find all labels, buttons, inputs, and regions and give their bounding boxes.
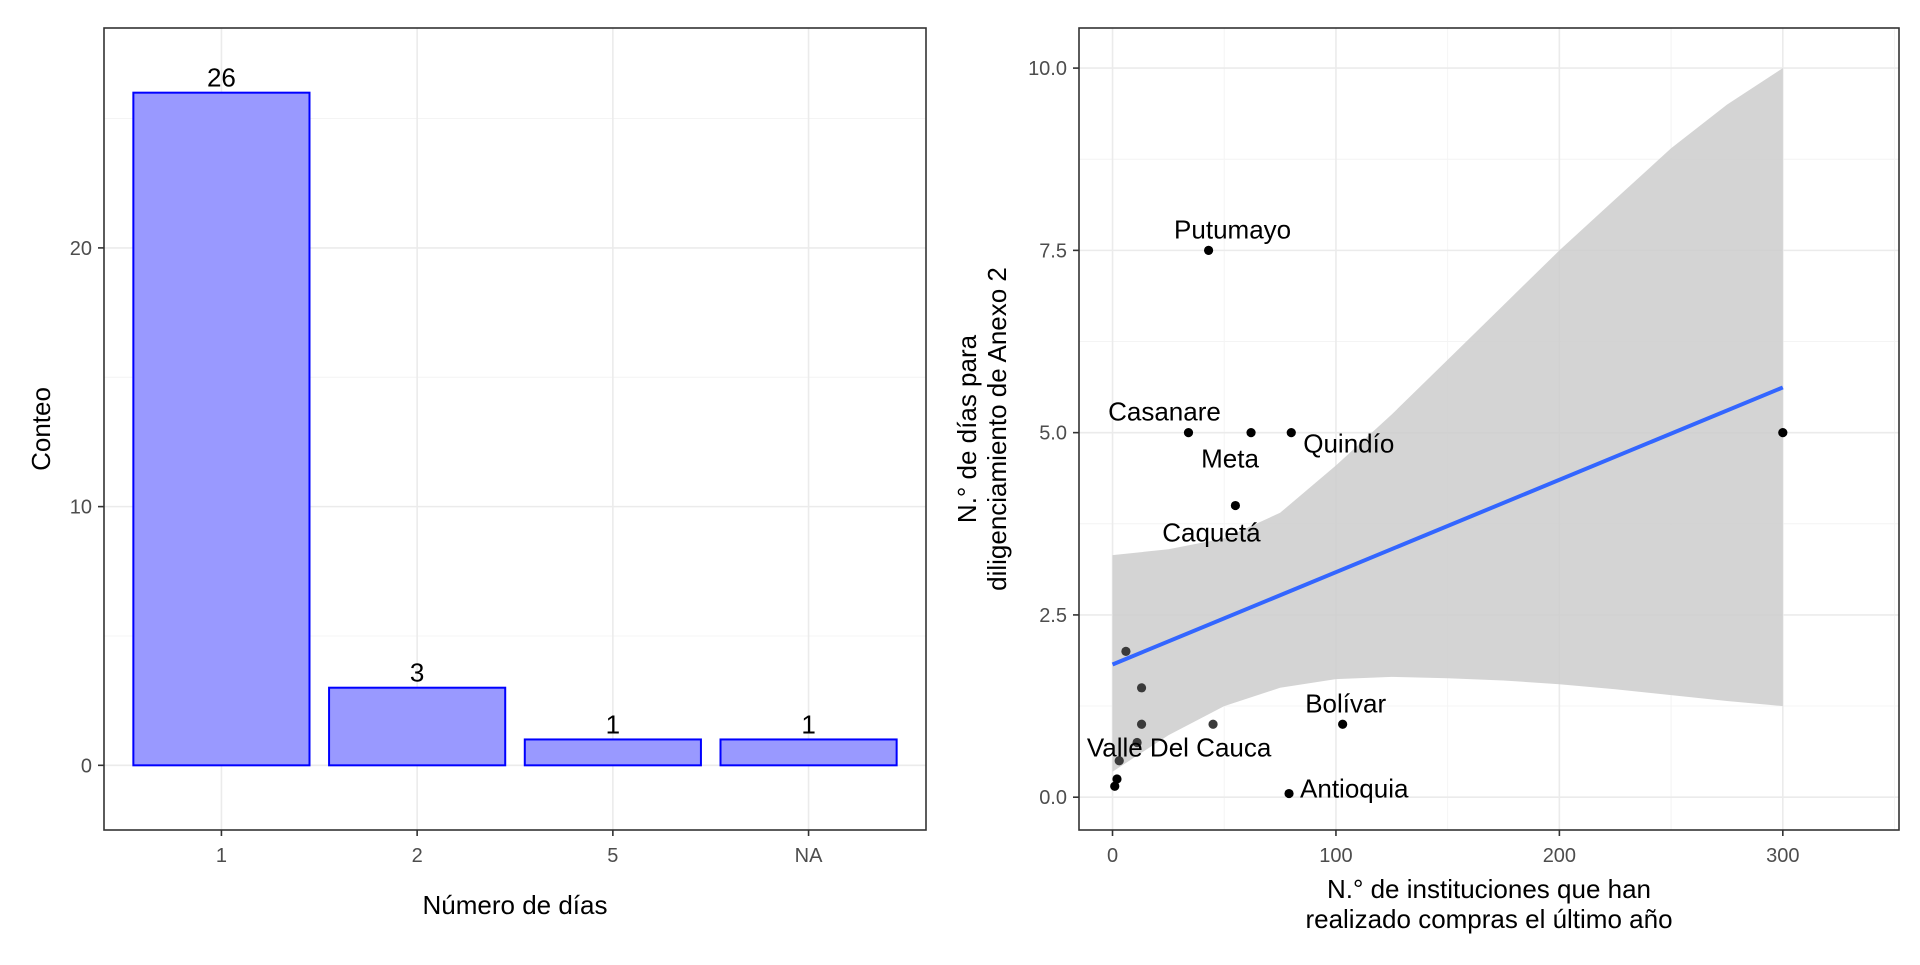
bar-y-axis: 0 10 20 [70,238,104,777]
point-label: Antioquia [1300,774,1409,804]
scatter-y-tick-label: 0.0 [1039,787,1067,809]
scatter-point [1183,428,1194,438]
scatter-point [1110,781,1120,791]
bar-y-tick-label: 10 [70,497,92,519]
bar-1 [132,91,311,767]
scatter-x-axis: 0 100 200 300 [1107,830,1800,867]
bar-chart-panel: 26 3 1 1 0 10 20 1 2 5 NA Número de días Conteo [26,27,927,920]
point-label: Casanare [1108,397,1221,427]
scatter-point [1136,719,1147,729]
scatter-point [1284,788,1294,799]
bar-5 [523,738,702,767]
scatter-points [1110,245,1788,799]
bar-x-tick-label: 5 [607,845,618,867]
scatter-point [1132,737,1142,748]
scatter-y-axis: 0.0 2.5 5.0 7.5 10.0 [1028,58,1079,809]
bar-value-label: 1 [801,709,815,739]
point-label: Caquetá [1162,518,1261,548]
regression-line [1111,385,1784,667]
bar-x-axis: 1 2 5 NA [216,830,823,867]
point-label: Meta [1201,444,1259,474]
point-label: Putumayo [1174,214,1291,244]
scatter-x-axis-title-line2: realizado compras el último año [1305,904,1672,934]
scatter-point [1286,428,1296,438]
scatter-x-axis-title-line1: N.° de instituciones que han [1327,874,1651,904]
scatter-point [1112,774,1122,784]
scatter-y-tick-label: 5.0 [1039,423,1067,445]
scatter-point [1246,428,1256,438]
fit-line [1111,385,1784,667]
bar-NA [719,738,898,767]
scatter-point [1230,500,1241,511]
point-label: Bolívar [1305,688,1386,718]
bar-series [132,91,898,767]
bar-x-tick-label: 2 [412,845,423,867]
bar-value-label: 3 [410,658,424,688]
scatter-point [1203,245,1214,255]
scatter-point [1778,428,1788,438]
scatter-point [1136,683,1147,693]
bar-data-labels: 26 3 1 1 [207,63,816,740]
bar-y-tick-label: 0 [81,755,92,777]
bar-value-label: 1 [606,709,620,739]
bar-2 [328,686,507,767]
scatter-point [1208,719,1218,729]
scatter-x-tick-label: 0 [1107,845,1118,867]
bar-panel-border [103,27,927,831]
point-label: Valle Del Cauca [1087,733,1272,763]
scatter-x-tick-label: 300 [1766,845,1799,867]
scatter-panel-border [1078,27,1900,831]
scatter-point [1121,646,1131,656]
scatter-x-tick-label: 100 [1319,845,1352,867]
bar-y-axis-title: Conteo [26,387,56,471]
scatter-point [1338,719,1348,729]
bar-value-label: 26 [207,63,236,93]
scatter-point-labels: Putumayo Casanare Meta Quindío Caquetá Bolíva… [1087,214,1409,803]
bar-x-axis-title: Número de días [423,890,608,920]
scatter-y-axis-title-line2: diligenciamiento de Anexo 2 [982,267,1012,591]
scatter-y-axis-title-line1: N.° de días para [952,334,982,523]
scatter-x-tick-label: 200 [1543,845,1576,867]
scatter-point [1114,756,1124,766]
scatter-y-tick-label: 10.0 [1028,58,1067,80]
bar-x-tick-label: 1 [216,845,227,867]
scatter-y-tick-label: 7.5 [1039,240,1067,262]
bar-x-tick-label: NA [795,845,823,867]
point-label: Quindío [1303,429,1394,459]
bar-y-tick-label: 20 [70,238,92,260]
scatter-chart-panel: Putumayo Casanare Meta Quindío Caquetá Bolíva… [952,27,1900,934]
scatter-y-tick-label: 2.5 [1039,605,1067,627]
